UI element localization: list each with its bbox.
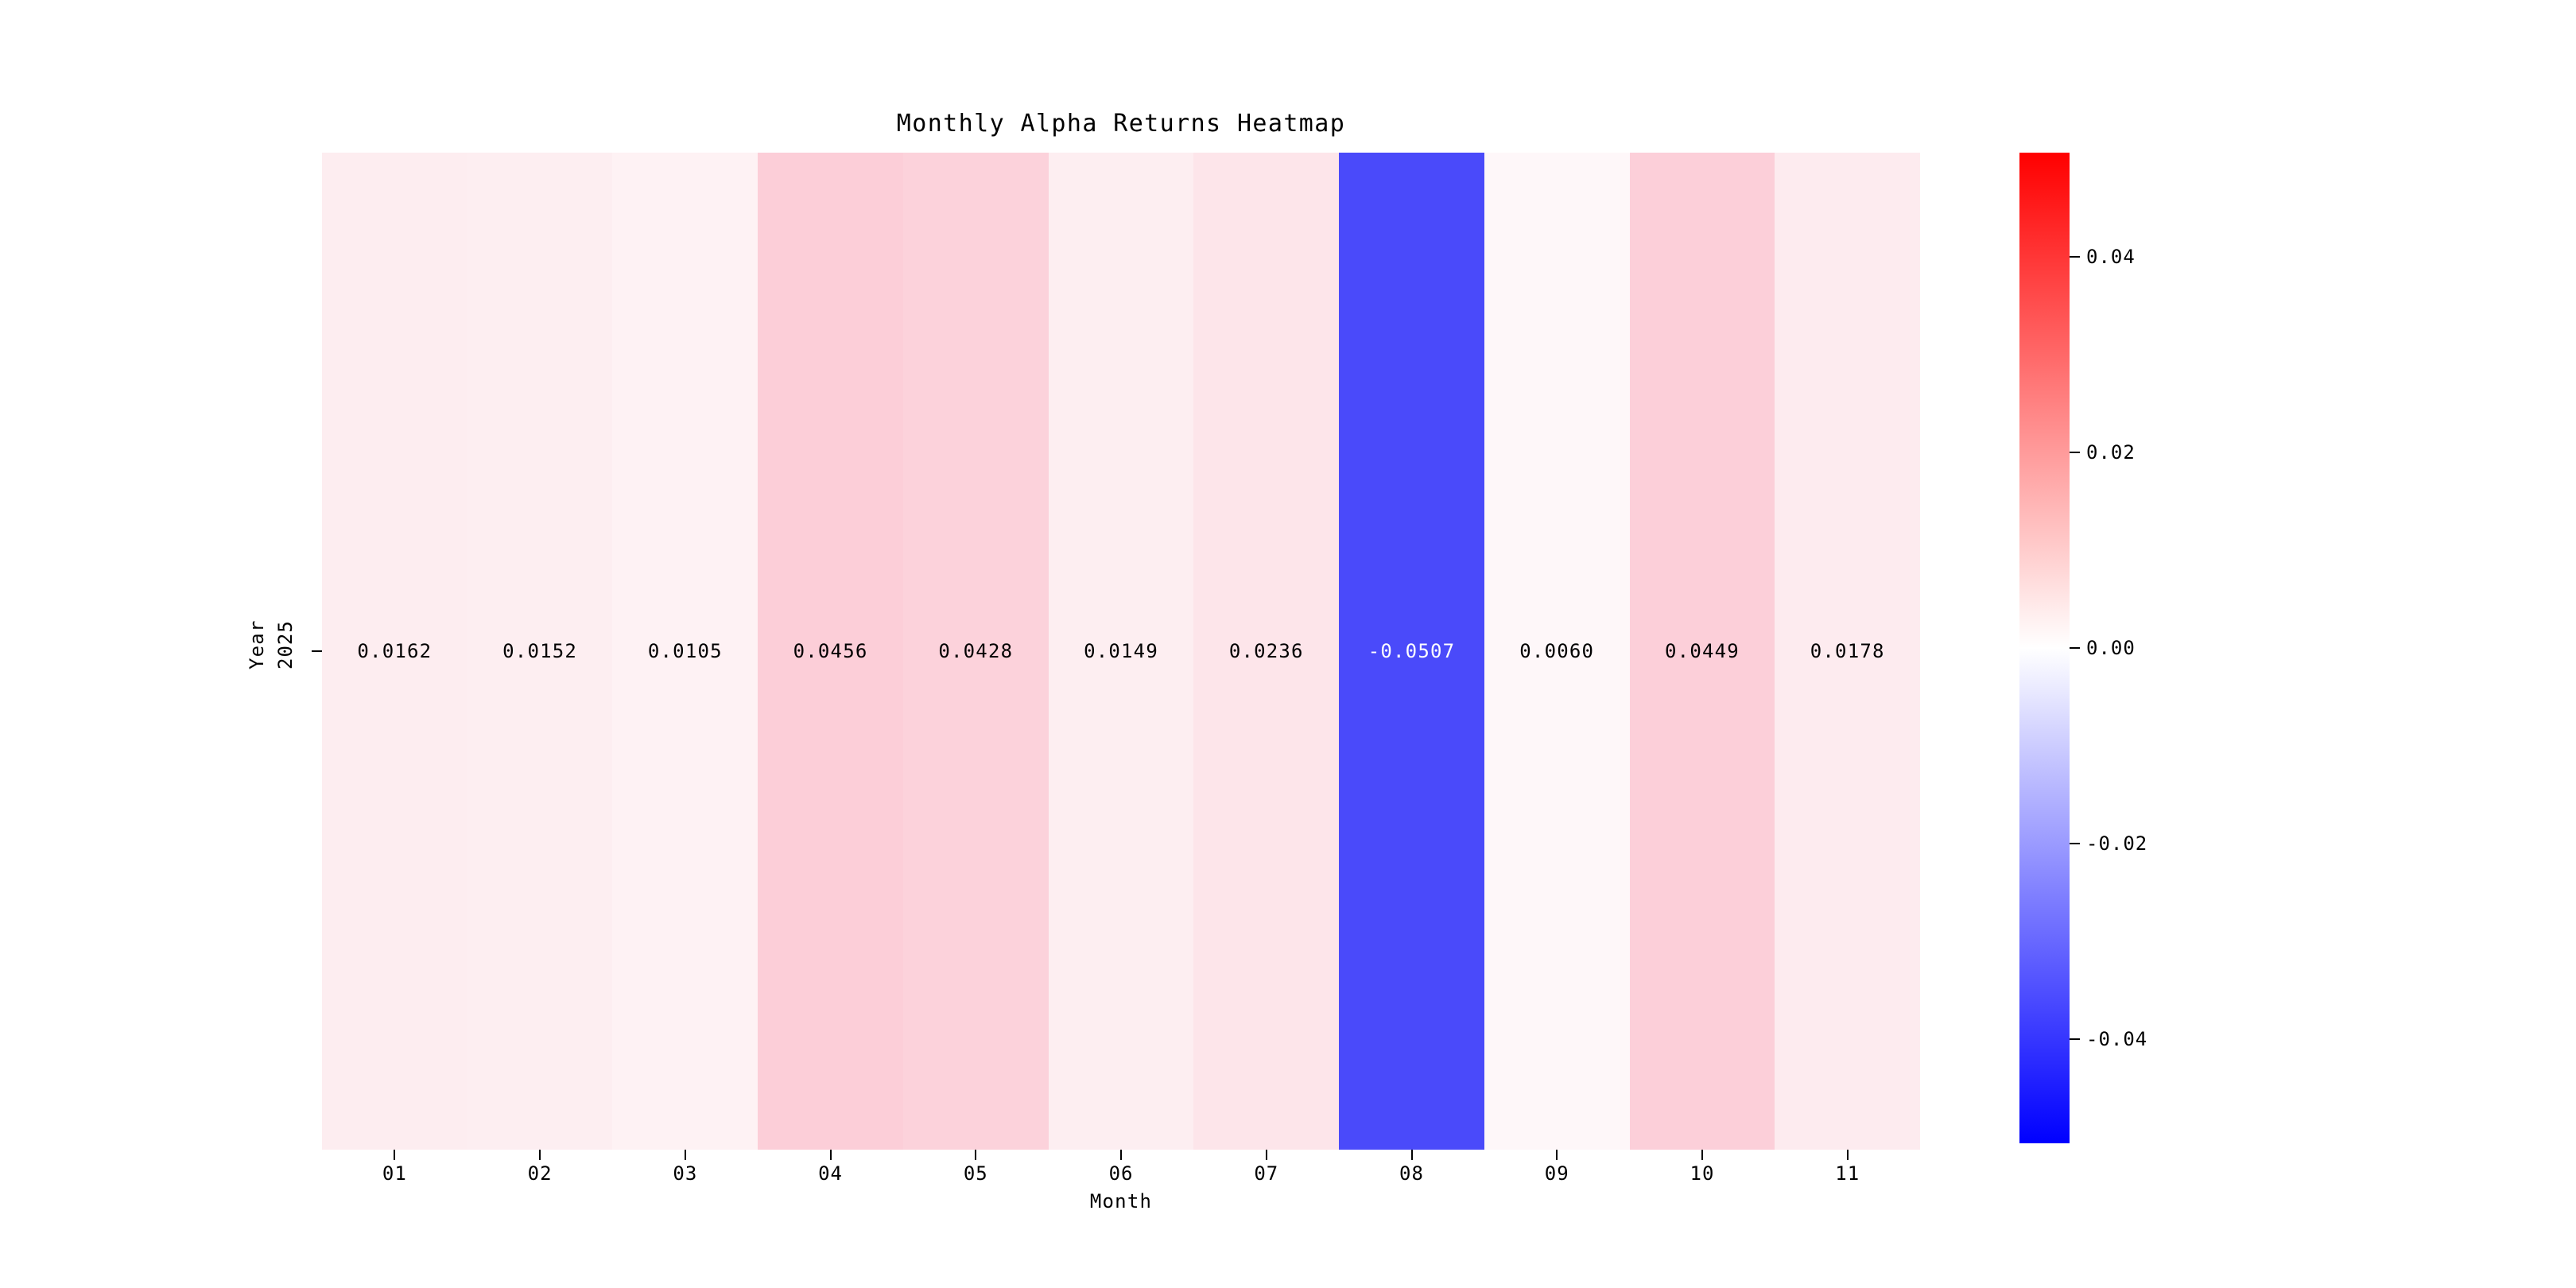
x-axis-tick-mark: [1701, 1150, 1703, 1160]
x-axis-label: Month: [1089, 1190, 1153, 1212]
x-axis-tick-label: 09: [1544, 1162, 1569, 1185]
heatmap-cell: 0.0456: [758, 153, 903, 1150]
colorbar-tick-label: 0.04: [2086, 246, 2136, 269]
x-axis-tick-label: 04: [818, 1162, 844, 1185]
y-axis-label: Year: [246, 619, 268, 669]
x-axis-tick-mark: [1120, 1150, 1123, 1160]
x-axis-tick-slot: [612, 1150, 758, 1160]
heatmap-cell-value: 0.0152: [502, 640, 578, 662]
y-axis-tick-label-2025: 2025: [274, 620, 297, 669]
heatmap-cell: 0.0060: [1484, 153, 1630, 1150]
heatmap-cell-value: 0.0149: [1084, 640, 1158, 662]
colorbar-tick-label: 0.00: [2086, 637, 2136, 659]
x-axis-tick-slot: [1339, 1150, 1484, 1160]
heatmap-cell-value: 0.0178: [1810, 640, 1885, 662]
heatmap-cell: 0.0152: [467, 153, 613, 1150]
colorbar-tick-mark: [2070, 842, 2080, 844]
heatmap-cell-value: -0.0507: [1368, 640, 1456, 662]
heatmap-cell-value: 0.0060: [1519, 640, 1595, 662]
colorbar-gradient: [2019, 153, 2070, 1143]
y-axis-tick-mark: [312, 650, 322, 652]
x-axis-tick-slot: [1630, 1150, 1775, 1160]
x-axis-tick-mark: [1265, 1150, 1267, 1160]
heatmap-plot-area: 0.0162 0.0152 0.0105 0.0456 0.0428 0.0149 0.02…: [322, 153, 1921, 1150]
colorbar-tick-mark: [2070, 647, 2080, 649]
x-axis-tick-label: 03: [673, 1162, 698, 1185]
x-axis-tick-label: 05: [963, 1162, 988, 1185]
heatmap-cell: 0.0236: [1193, 153, 1340, 1150]
colorbar: 0.04 0.02 0.00 -0.02 -0.04: [2019, 153, 2147, 1143]
x-axis-tick-mark: [684, 1150, 686, 1160]
x-axis-tick-label: 02: [527, 1162, 553, 1185]
x-axis-tick-slot: [1049, 1150, 1194, 1160]
x-axis-tick-slot: [903, 1150, 1049, 1160]
x-axis-tick-slot: [758, 1150, 903, 1160]
heatmap-cell-value: 0.0162: [357, 640, 433, 662]
heatmap-cell-value: 0.0236: [1228, 640, 1304, 662]
colorbar-tick-label: -0.04: [2086, 1027, 2148, 1050]
x-axis-tick-label: 06: [1108, 1162, 1134, 1185]
x-axis-tick-label: 07: [1254, 1162, 1279, 1185]
heatmap-cell: 0.0428: [902, 153, 1049, 1150]
heatmap-cell: 0.0178: [1775, 153, 1921, 1150]
x-axis-tick-mark: [1410, 1150, 1413, 1160]
chart-title: Monthly Alpha Returns Heatmap: [896, 110, 1346, 138]
heatmap-cell-value: 0.0105: [647, 640, 723, 662]
colorbar-tick-mark: [2070, 256, 2080, 258]
heatmap-cell-value: 0.0456: [793, 640, 868, 662]
heatmap-cell: -0.0507: [1339, 153, 1484, 1150]
heatmap-cell: 0.0449: [1629, 153, 1775, 1150]
heatmap-cell: 0.0149: [1048, 153, 1194, 1150]
x-axis-tick-slot: [467, 1150, 613, 1160]
colorbar-tick-label: -0.02: [2086, 832, 2148, 855]
x-axis-tick-marks: [322, 1150, 1920, 1160]
x-axis-tick-mark: [829, 1150, 832, 1160]
x-axis-tick-mark: [1556, 1150, 1558, 1160]
x-axis-tick-mark: [394, 1150, 396, 1160]
x-axis-tick-label: 08: [1399, 1162, 1424, 1185]
colorbar-tick-mark: [2070, 1038, 2080, 1040]
x-axis-tick-label: 10: [1690, 1162, 1715, 1185]
x-axis-tick-labels: 01 02 03 04 05 06 07 08 09 10 11: [322, 1162, 1920, 1194]
colorbar-tick-mark: [2070, 452, 2080, 454]
x-axis-tick-slot: [1193, 1150, 1339, 1160]
colorbar-tick-label: 0.02: [2086, 441, 2136, 464]
x-axis-tick-slot: [1775, 1150, 1920, 1160]
heatmap-cell-grid: 0.0162 0.0152 0.0105 0.0456 0.0428 0.0149 0.02…: [322, 153, 1921, 1150]
x-axis-tick-mark: [1846, 1150, 1849, 1160]
heatmap-cell-value: 0.0428: [938, 640, 1014, 662]
x-axis-tick-label: 01: [382, 1162, 407, 1185]
x-axis-tick-mark: [539, 1150, 541, 1160]
heatmap-cell: 0.0162: [322, 153, 467, 1150]
x-axis-tick-mark: [975, 1150, 977, 1160]
heatmap-cell: 0.0105: [612, 153, 758, 1150]
x-axis-tick-label: 11: [1835, 1162, 1860, 1185]
x-axis-tick-slot: [322, 1150, 467, 1160]
x-axis-tick-slot: [1484, 1150, 1630, 1160]
heatmap-cell-value: 0.0449: [1665, 640, 1740, 662]
